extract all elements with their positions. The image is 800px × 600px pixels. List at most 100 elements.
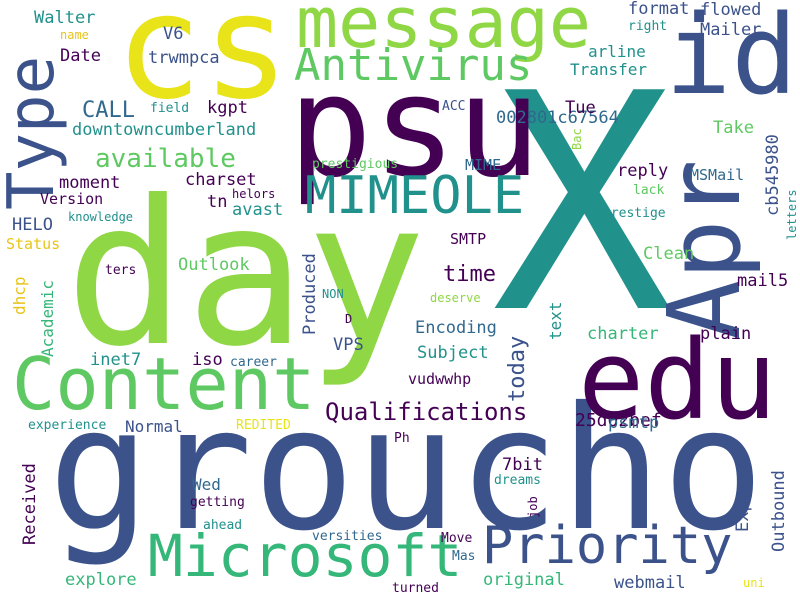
word: Date xyxy=(60,46,101,66)
word: charter xyxy=(587,324,659,344)
word: ters xyxy=(105,263,137,278)
word: Ph xyxy=(394,431,410,446)
word: Normal xyxy=(125,417,183,436)
word: NON xyxy=(322,287,344,301)
word: downtowncumberland xyxy=(72,120,257,140)
word: Status xyxy=(6,235,61,253)
word: X xyxy=(492,30,673,379)
word: 7bit xyxy=(502,455,543,475)
word: Qualifications xyxy=(325,398,528,426)
word: Outbound xyxy=(769,470,789,552)
word: Express xyxy=(733,460,753,532)
word: Bac xyxy=(570,128,584,150)
word: ahead xyxy=(203,518,243,533)
word: right xyxy=(628,19,668,34)
word: Encoding xyxy=(415,318,497,338)
word: 002801c67564 xyxy=(496,108,619,128)
word: Priority xyxy=(482,516,733,576)
word: uni xyxy=(743,576,765,590)
word: message xyxy=(296,0,592,64)
word: plain xyxy=(700,324,752,344)
word: versities xyxy=(312,529,383,544)
word: REDITED xyxy=(236,418,291,433)
word: iso xyxy=(192,350,223,370)
word: Type xyxy=(0,55,69,210)
word: Subject xyxy=(417,343,489,363)
word: trwmpca xyxy=(148,48,220,68)
word: moment xyxy=(59,173,121,193)
word: Clean xyxy=(643,244,695,264)
word: prestige xyxy=(603,206,666,221)
word: Outlook xyxy=(178,255,250,275)
word: mail5 xyxy=(737,271,789,291)
word: prestigious xyxy=(312,157,399,172)
word: SMTP xyxy=(450,230,487,248)
word: job xyxy=(526,496,540,518)
word: HELO xyxy=(12,215,53,235)
word: dhcp xyxy=(10,276,29,315)
word: explore xyxy=(65,570,137,590)
word: Received xyxy=(20,463,40,545)
word: Walter xyxy=(34,8,96,28)
word: webmail xyxy=(614,573,686,593)
word: Take xyxy=(713,118,754,138)
word: available xyxy=(95,144,236,174)
word: arline xyxy=(588,42,646,61)
word: original xyxy=(483,570,565,590)
word: vudwwhp xyxy=(408,370,472,388)
word: Move xyxy=(441,531,473,546)
word: lack xyxy=(633,183,665,198)
word: reply xyxy=(617,161,669,181)
word: field xyxy=(150,101,190,116)
word: id xyxy=(665,0,798,119)
word: cs xyxy=(115,0,290,132)
word: kgpt xyxy=(207,98,248,118)
word: day xyxy=(65,158,427,391)
word: psmtp xyxy=(608,413,660,433)
word: Wed xyxy=(192,475,221,494)
word: 25d02bef xyxy=(575,410,662,431)
word: psu xyxy=(288,46,541,209)
word: deserve xyxy=(430,291,481,305)
word: dreams xyxy=(494,473,541,488)
word: inet7 xyxy=(90,350,142,370)
word: V6 xyxy=(163,24,184,44)
word: groucho xyxy=(48,371,765,569)
word: Tue xyxy=(565,98,596,118)
word: Transfer xyxy=(570,60,648,79)
word: flowed xyxy=(700,0,762,20)
word: career xyxy=(230,355,277,370)
word: Produced xyxy=(300,253,320,335)
word: helors xyxy=(232,187,276,201)
word: VPS xyxy=(333,335,364,355)
word: Antivirus xyxy=(294,40,533,91)
word: tn xyxy=(207,192,228,212)
word: Mas xyxy=(452,549,476,564)
word: text xyxy=(546,301,565,340)
word: Mailer xyxy=(700,20,762,40)
word: D xyxy=(345,312,353,326)
word: Content xyxy=(12,342,316,426)
word: ACC xyxy=(442,99,466,114)
word: name xyxy=(60,28,89,42)
word: Version xyxy=(40,190,104,208)
word: Microsoft xyxy=(148,522,463,590)
word: edu xyxy=(578,316,777,444)
word: knowledge xyxy=(68,210,134,224)
word: time xyxy=(443,262,496,287)
word: today xyxy=(505,335,530,402)
word: cb545980 xyxy=(763,134,783,216)
word: format xyxy=(628,0,690,19)
word: experience xyxy=(28,418,107,433)
word: letters xyxy=(785,189,799,240)
word: MSMail xyxy=(690,166,745,184)
word: charset xyxy=(185,170,257,190)
word: MIME xyxy=(465,156,502,174)
word: avast xyxy=(232,200,284,220)
word: MIMEOLE xyxy=(305,166,525,226)
word: turned xyxy=(392,581,439,596)
word: getting xyxy=(190,495,245,510)
word: CALL xyxy=(82,98,135,123)
word: Academic xyxy=(38,279,57,357)
